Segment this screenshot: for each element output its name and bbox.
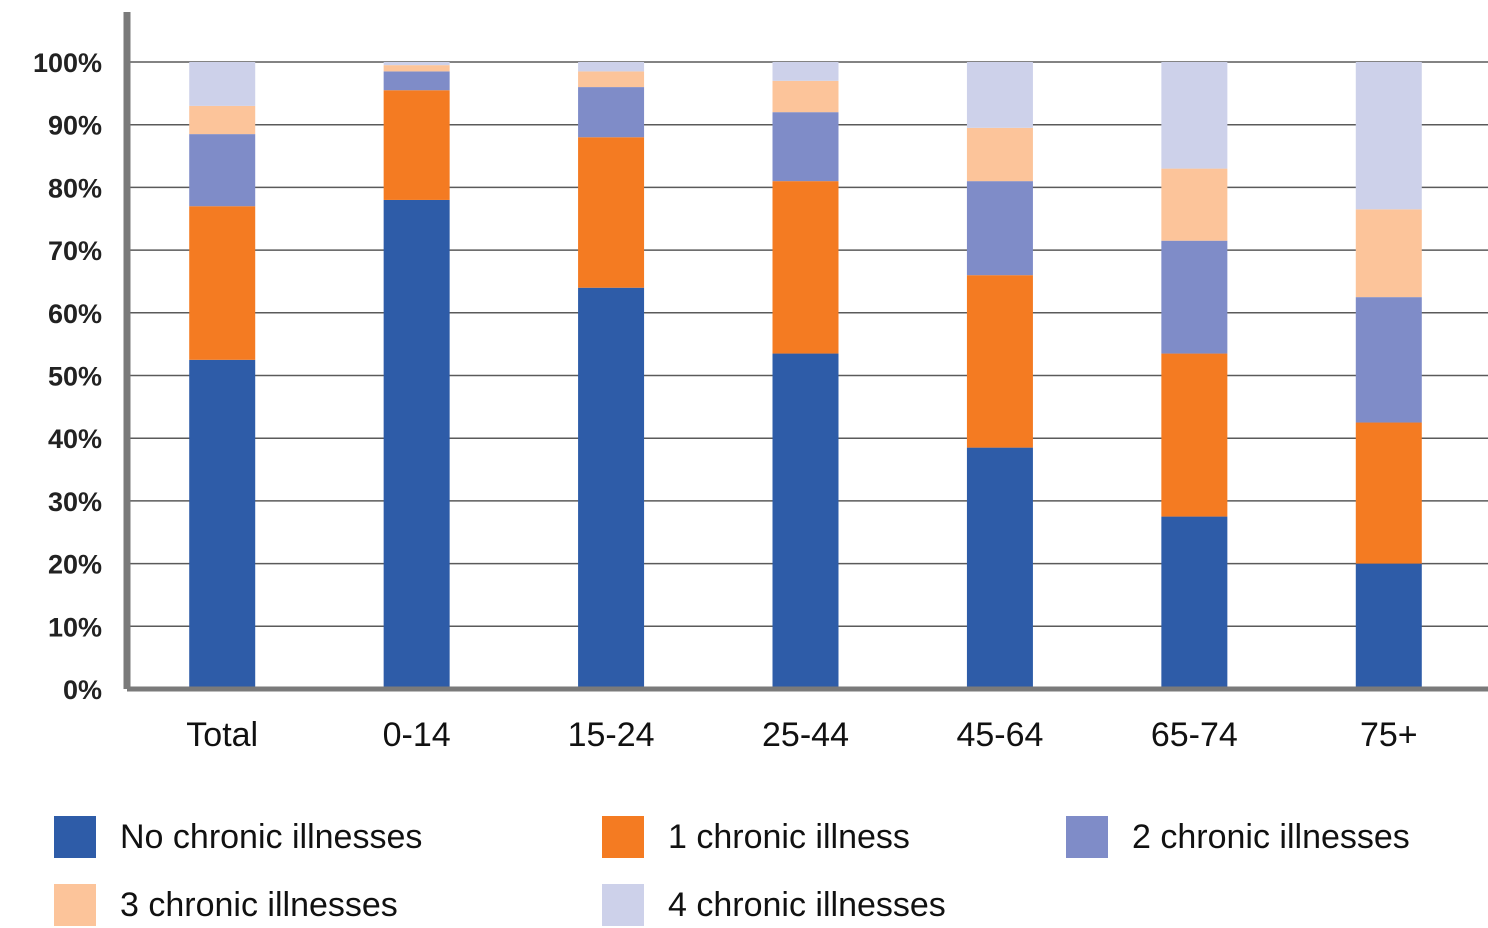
y-tick-label: 100%	[33, 48, 102, 78]
legend-item: 1 chronic illness	[602, 814, 910, 860]
legend-swatch	[602, 816, 644, 858]
bar-segment	[772, 353, 839, 689]
bar-segment	[578, 87, 645, 138]
bar-segment	[383, 65, 450, 72]
y-tick-label: 60%	[48, 299, 102, 329]
bar-segment	[189, 134, 256, 207]
legend-swatch	[54, 816, 96, 858]
legend-label: 3 chronic illnesses	[120, 885, 398, 924]
x-tick-label: 45-64	[956, 716, 1043, 754]
bar-segment	[1161, 62, 1228, 169]
axes	[123, 12, 1488, 692]
bar-segment	[578, 71, 645, 88]
y-tick-label: 80%	[48, 173, 102, 203]
bar-segment	[383, 62, 450, 66]
bar-segment	[189, 105, 256, 135]
legend-item: No chronic illnesses	[54, 814, 422, 860]
y-tick-label: 10%	[48, 612, 102, 642]
y-tick-label: 70%	[48, 236, 102, 266]
bars	[189, 62, 1422, 689]
legend-label: 2 chronic illnesses	[1132, 817, 1410, 856]
bar-segment	[189, 359, 256, 689]
bar-segment	[966, 447, 1033, 689]
bar-segment	[1355, 62, 1422, 210]
x-tick-label: 25-44	[762, 716, 849, 754]
bar-segment	[772, 80, 839, 113]
x-tick-label: Total	[186, 716, 258, 754]
legend-swatch	[602, 884, 644, 926]
legend-swatch	[1066, 816, 1108, 858]
y-tick-label: 40%	[48, 424, 102, 454]
bar-segment	[772, 112, 839, 182]
x-tick-label: 0-14	[383, 716, 451, 754]
x-tick-label: 15-24	[568, 716, 655, 754]
bar-segment	[1355, 209, 1422, 298]
stacked-bar-chart: 0% 10% 20% 30% 40% 50% 60% 70% 80% 90% 100% Total 0…	[33, 12, 1488, 754]
bar-segment	[383, 90, 450, 200]
bar-segment	[966, 62, 1033, 128]
bar-segment	[1161, 240, 1228, 354]
bar-segment	[1355, 563, 1422, 689]
legend-swatch	[54, 884, 96, 926]
legend-label: 1 chronic illness	[668, 817, 910, 856]
x-tick-labels: Total 0-14 15-24 25-44 45-64 65-74 75+	[186, 716, 1417, 754]
bar-segment	[1161, 353, 1228, 517]
y-tick-label: 0%	[63, 675, 102, 705]
bar-segment	[578, 137, 645, 288]
legend-item: 3 chronic illnesses	[54, 882, 398, 928]
x-tick-label: 65-74	[1151, 716, 1238, 754]
legend-label: 4 chronic illnesses	[668, 885, 946, 924]
y-tick-label: 50%	[48, 362, 102, 392]
y-tick-labels: 0% 10% 20% 30% 40% 50% 60% 70% 80% 90% 100%	[33, 48, 102, 705]
bar-segment	[1161, 516, 1228, 689]
bar-segment	[383, 199, 450, 689]
legend-item: 4 chronic illnesses	[602, 882, 946, 928]
y-tick-label: 30%	[48, 487, 102, 517]
bar-segment	[1355, 422, 1422, 564]
legend-label: No chronic illnesses	[120, 817, 423, 856]
legend: No chronic illnesses 1 chronic illness 2 c…	[0, 800, 1488, 926]
y-tick-label: 20%	[48, 550, 102, 580]
bar-segment	[772, 181, 839, 354]
bar-segment	[189, 206, 256, 360]
bar-segment	[1161, 168, 1228, 241]
legend-item: 2 chronic illnesses	[1066, 814, 1410, 860]
bar-segment	[772, 62, 839, 81]
x-tick-label: 75+	[1360, 716, 1418, 754]
bar-segment	[966, 127, 1033, 182]
bar-segment	[1355, 297, 1422, 423]
bar-segment	[966, 275, 1033, 448]
bar-segment	[578, 62, 645, 72]
bar-segment	[189, 62, 256, 106]
bar-segment	[966, 181, 1033, 276]
y-tick-label: 90%	[48, 111, 102, 141]
bar-segment	[383, 71, 450, 91]
bar-segment	[578, 287, 645, 689]
